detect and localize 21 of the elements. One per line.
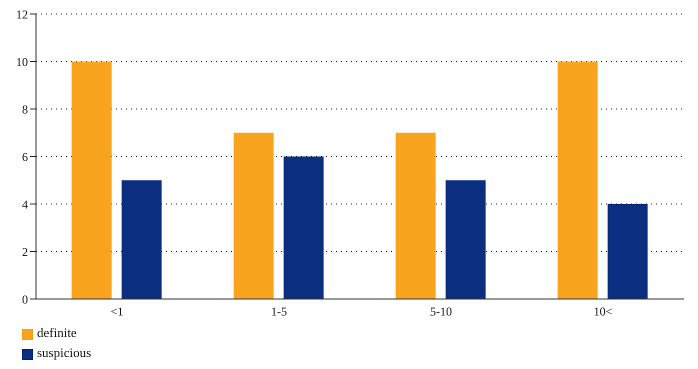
x-tick-label: <1 xyxy=(110,304,124,319)
y-tick-label: 4 xyxy=(22,197,28,212)
bar xyxy=(608,204,648,299)
x-tick-label: 10< xyxy=(594,304,613,319)
bar xyxy=(234,132,274,299)
bar xyxy=(284,156,324,299)
bar xyxy=(446,180,486,299)
bar xyxy=(396,132,436,299)
y-tick-label: 8 xyxy=(22,102,28,116)
y-tick-label: 2 xyxy=(22,244,28,259)
x-tick-label: 1-5 xyxy=(271,304,287,319)
y-tick-label: 6 xyxy=(22,150,28,164)
y-tick-label: 12 xyxy=(16,7,28,22)
legend-label: suspicious xyxy=(37,345,92,360)
y-tick-label: 0 xyxy=(22,292,28,306)
bar xyxy=(122,180,162,299)
bar xyxy=(558,62,598,299)
bar xyxy=(72,62,112,299)
legend-label: definite xyxy=(37,325,77,340)
x-tick-label: 5-10 xyxy=(430,304,452,319)
y-tick-label: 10 xyxy=(16,54,28,69)
